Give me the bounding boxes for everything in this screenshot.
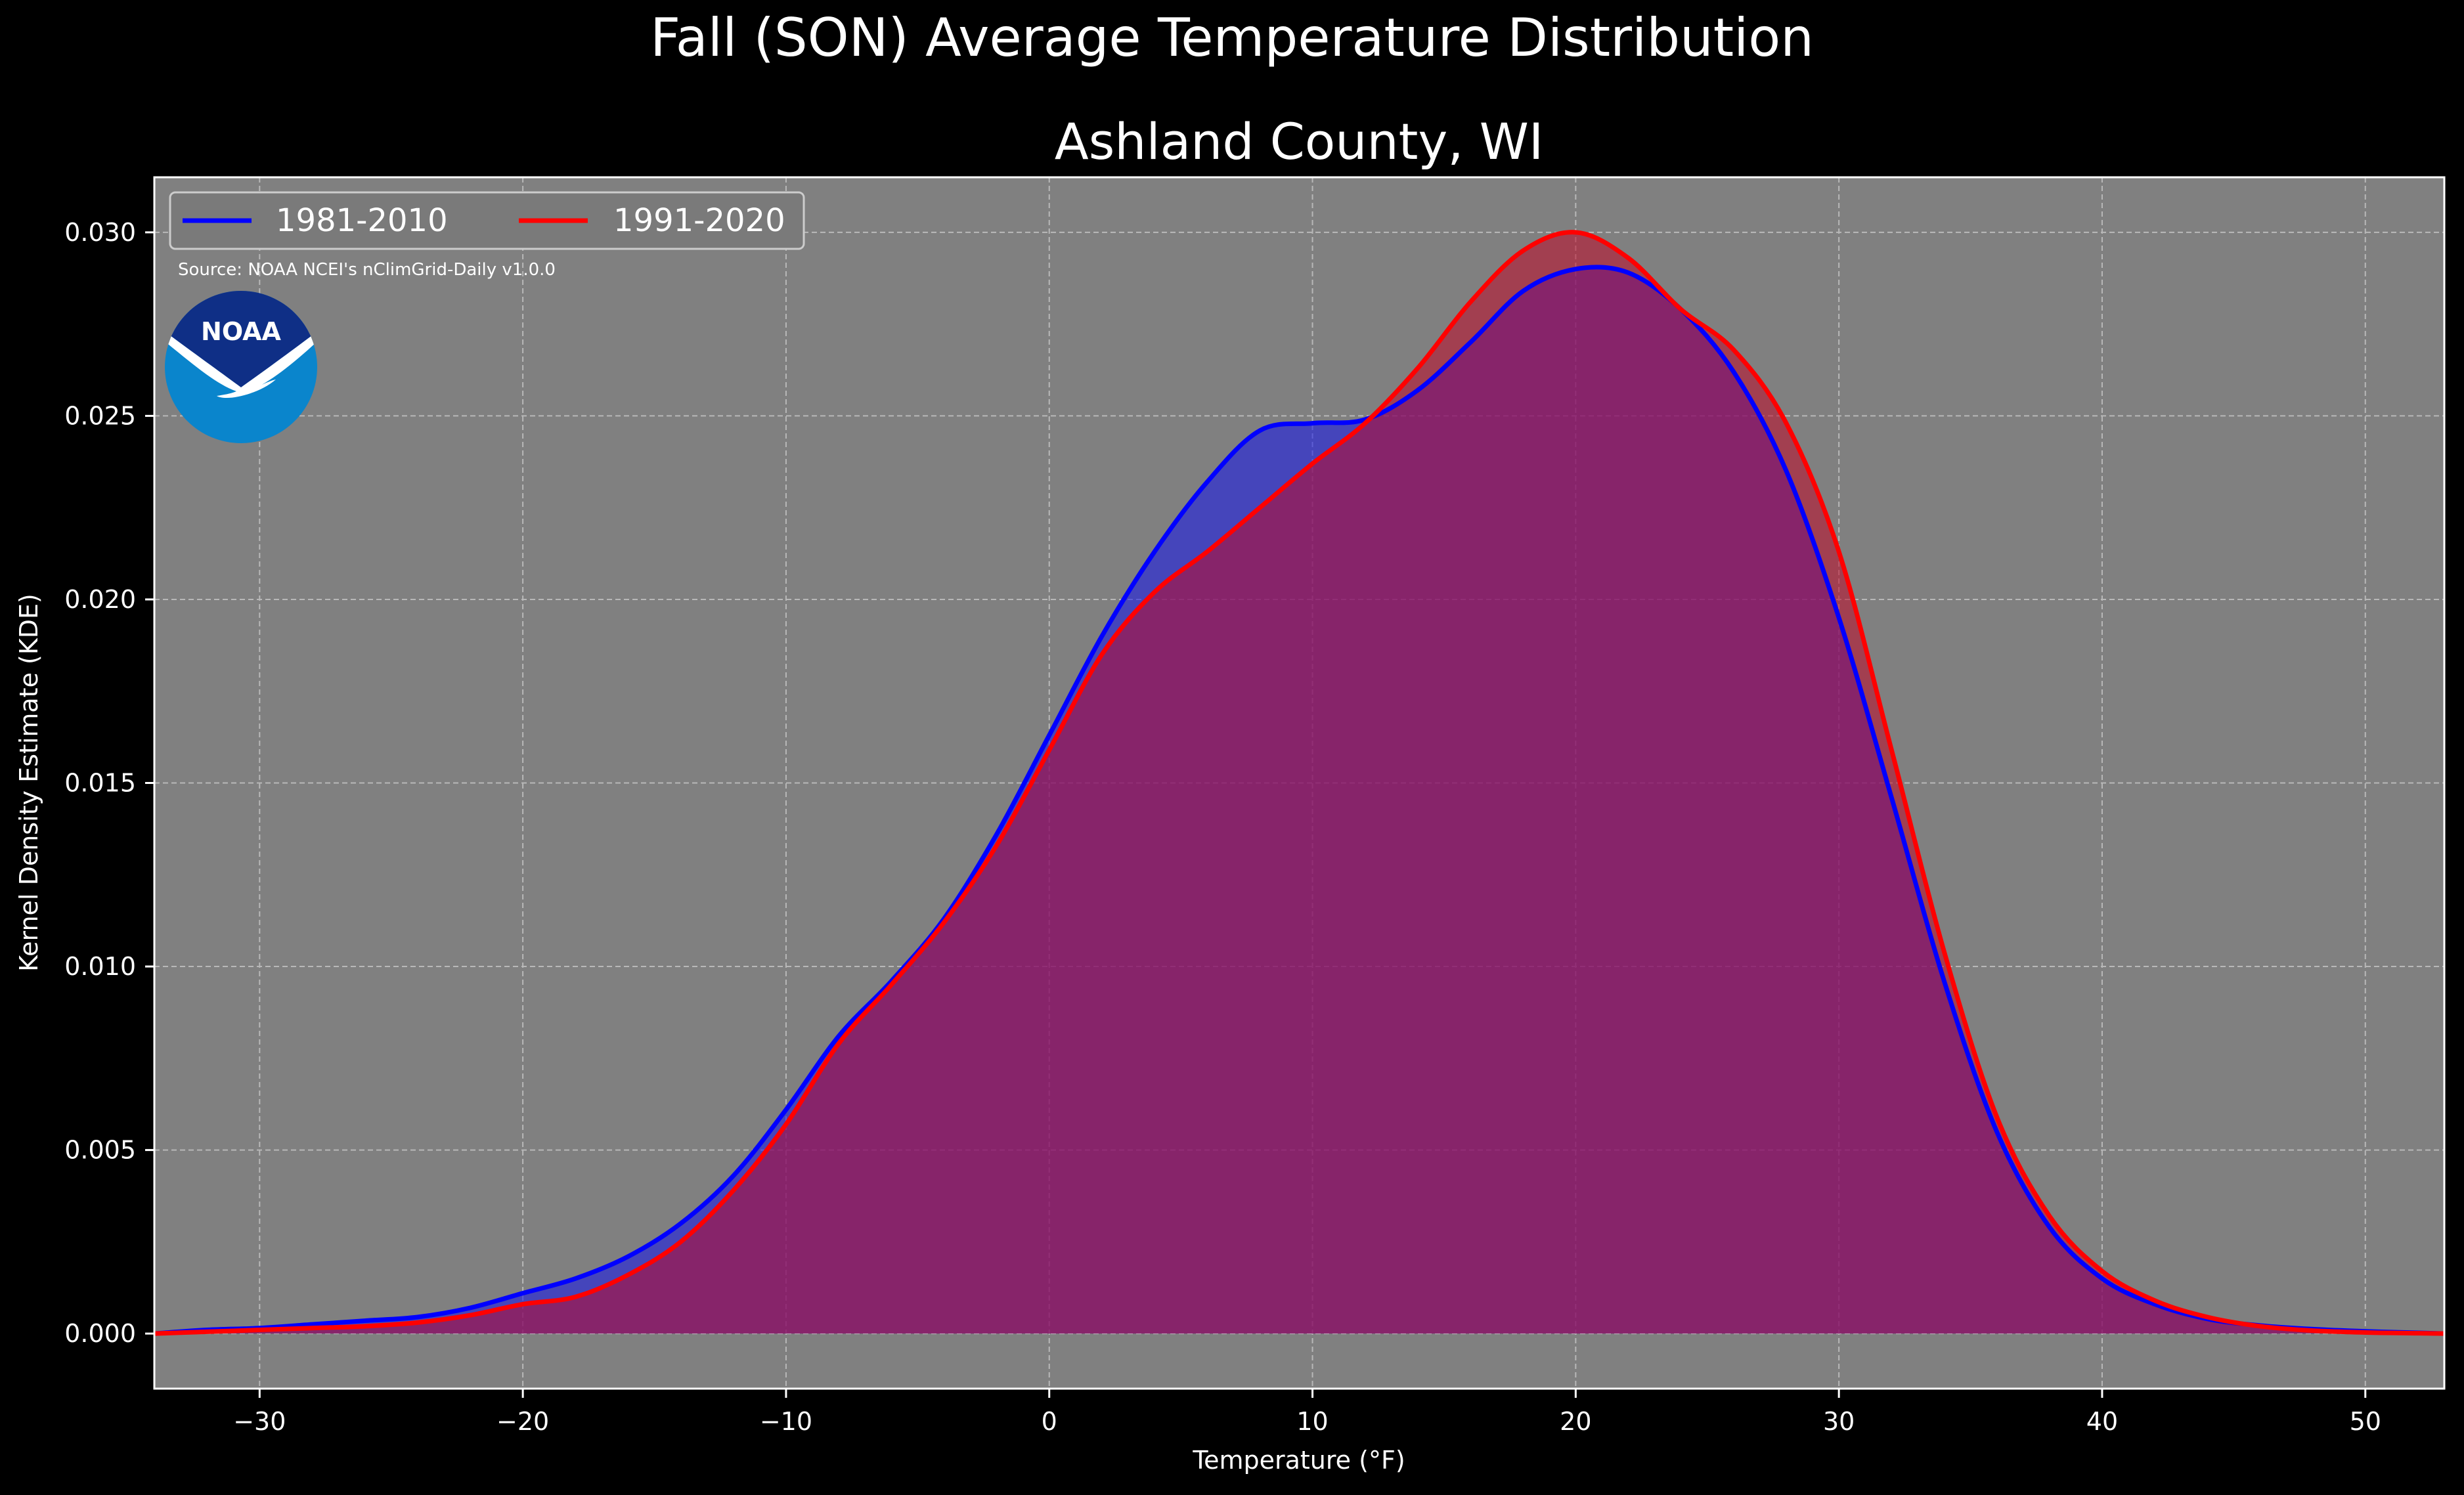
x-tick-label: 10 — [1296, 1407, 1328, 1436]
legend-label-1991-2020: 1991-2020 — [613, 202, 785, 239]
x-tick-label: −30 — [233, 1407, 286, 1436]
y-tick-label: 0.025 — [64, 401, 136, 430]
y-tick-label: 0.010 — [64, 952, 136, 981]
legend-label-1981-2010: 1981-2010 — [276, 202, 448, 239]
chart-subtitle: Ashland County, WI — [1055, 112, 1544, 171]
x-tick-label: 30 — [1823, 1407, 1855, 1436]
y-tick-label: 0.000 — [64, 1319, 136, 1348]
x-axis-label: Temperature (°F) — [1192, 1446, 1405, 1475]
x-tick-label: 50 — [2350, 1407, 2381, 1436]
x-tick-label: 0 — [1042, 1407, 1057, 1436]
noaa-logo-text: NOAA — [201, 317, 281, 346]
source-annotation: Source: NOAA NCEI's nClimGrid-Daily v1.0… — [178, 260, 556, 280]
series-layer — [154, 230, 2445, 1336]
legend-box — [169, 191, 805, 250]
x-tick-label: −10 — [760, 1407, 812, 1436]
y-tick-label: 0.005 — [64, 1136, 136, 1165]
noaa-logo-icon: NOAA — [165, 291, 317, 443]
series-line-1991-2020 — [154, 230, 2445, 1336]
y-tick-label: 0.020 — [64, 585, 136, 614]
area-fill-1991-2020 — [154, 232, 2444, 1334]
x-tick-label: −20 — [496, 1407, 549, 1436]
legend: 1981-2010 1991-2020 — [169, 191, 805, 250]
chart-title: Fall (SON) Average Temperature Distribut… — [650, 7, 1814, 68]
y-axis-label: Kernel Density Estimate (KDE) — [14, 594, 43, 972]
series-line-1981-2010 — [154, 265, 2445, 1336]
y-tick-label: 0.015 — [64, 769, 136, 798]
y-tick-label: 0.030 — [64, 218, 136, 247]
axis-ticks: −30 −20 −10 0 10 20 30 40 50 0.000 0.005 0.010 0.015… — [64, 218, 2381, 1436]
x-tick-label: 40 — [2086, 1407, 2118, 1436]
x-tick-label: 20 — [1560, 1407, 1591, 1436]
